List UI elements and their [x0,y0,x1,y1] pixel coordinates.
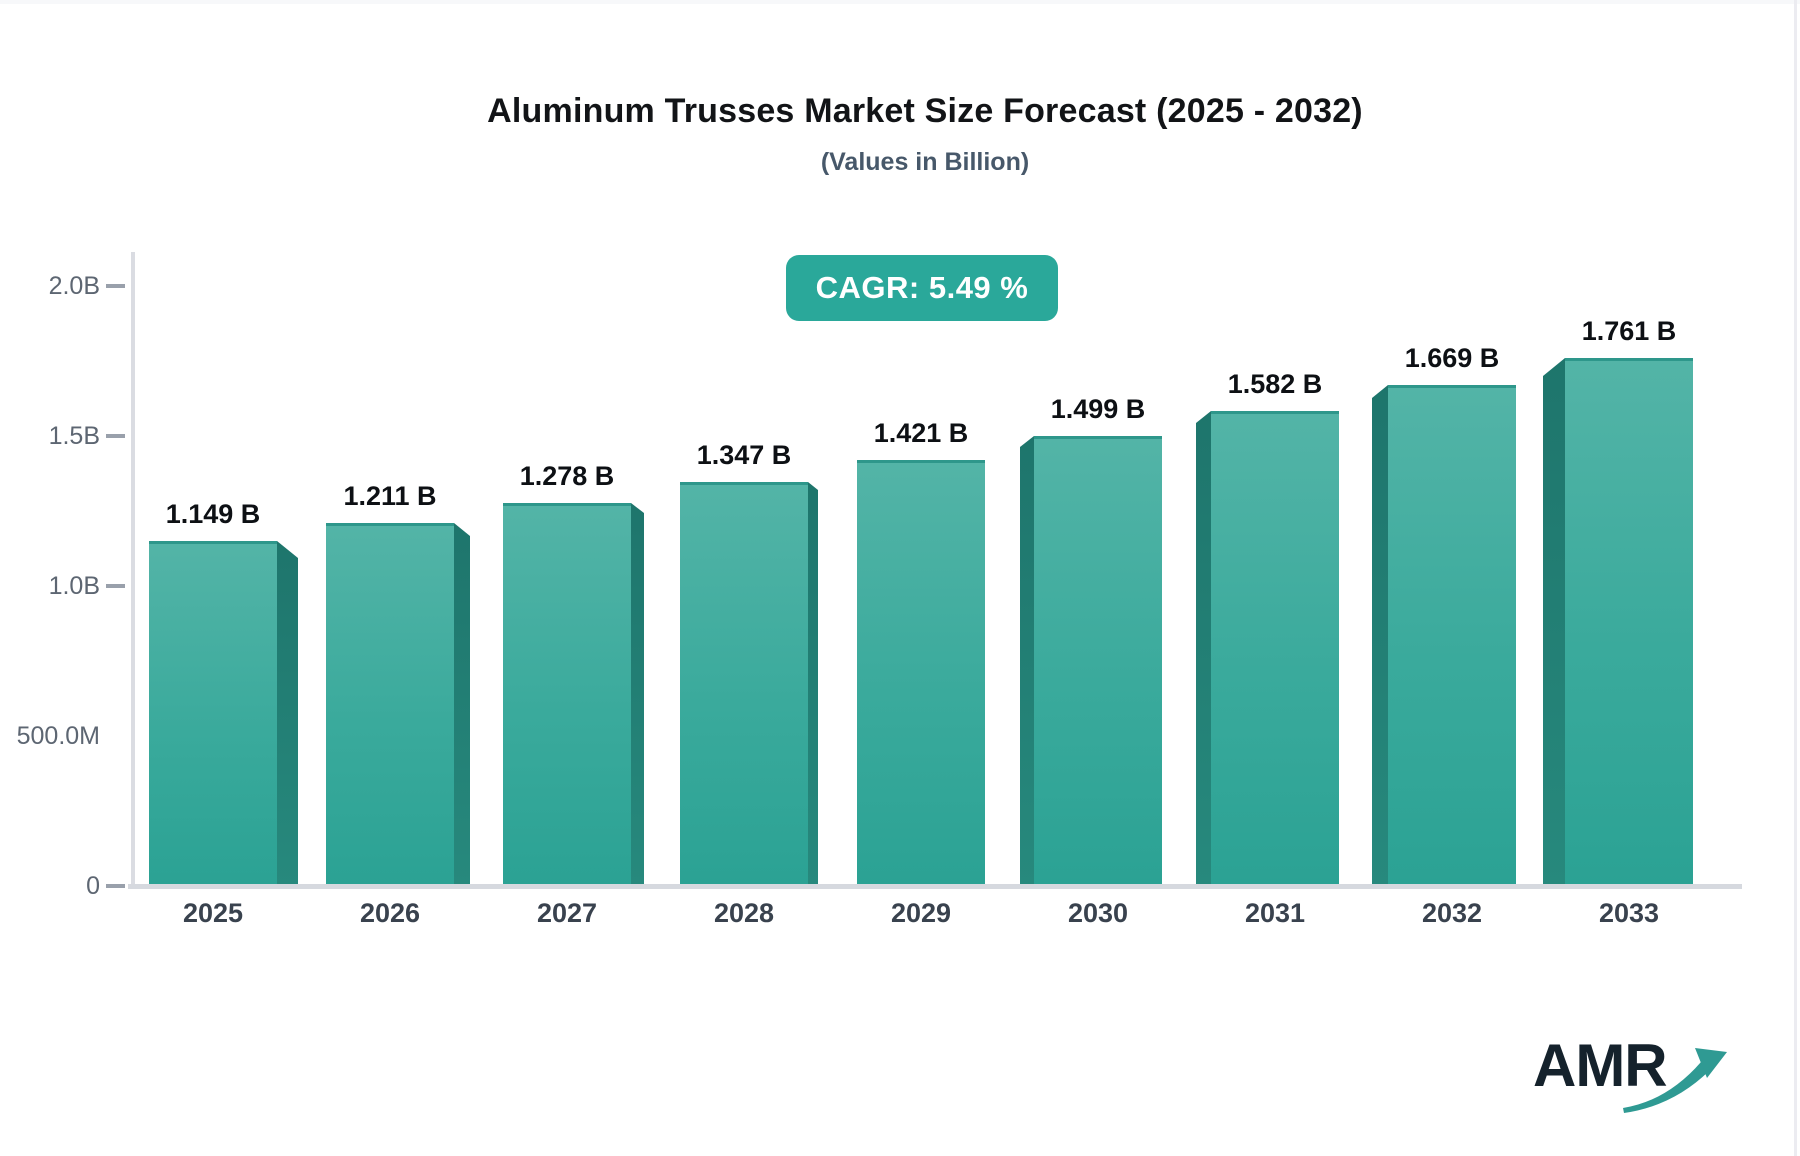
bar-value-label: 1.761 B [1581,316,1677,346]
bar-front-face [680,482,808,884]
x-axis-label-2026: 2026 [359,898,421,928]
y-axis-tick [106,584,125,588]
cagr-badge-label: CAGR: 5.49 % [815,270,1029,305]
x-axis-label-2032: 2032 [1421,898,1483,928]
y-axis-tick [106,884,125,888]
x-axis-label-2031: 2031 [1244,898,1306,928]
cagr-badge: CAGR: 5.49 % [786,255,1058,321]
bar-value-label: 1.149 B [165,499,261,529]
bar-front-face [326,523,454,884]
top-border-strip [0,0,1800,4]
bar-side-face [1372,385,1388,884]
x-axis-label-2028: 2028 [713,898,775,928]
bar-side-face [808,482,818,884]
bar-front-face [1388,385,1516,884]
amr-logo-text: AMR [1533,1032,1668,1099]
bar-front-face [1565,358,1693,884]
y-axis-label-1.5B: 1.5B [48,422,100,450]
bar-value-label: 1.278 B [519,461,615,491]
amr-logo: AMR [1533,1036,1763,1116]
logo-growth-arrow-icon [1623,1048,1727,1113]
page-right-border [1794,0,1797,1156]
bar-side-face [1196,411,1211,884]
y-axis-label-0: 0 [86,872,100,900]
bar-side-face [631,503,644,884]
y-axis [131,252,135,889]
bar-value-label: 1.499 B [1050,394,1146,424]
bar-front-face [503,503,631,884]
chart-subtitle: (Values in Billion) [820,148,1030,176]
bar-value-label: 1.347 B [696,440,792,470]
x-axis-label-2029: 2029 [890,898,952,928]
bar-value-label: 1.421 B [873,418,969,448]
x-axis-label-2027: 2027 [536,898,598,928]
y-axis-label-2.0B: 2.0B [48,272,100,300]
x-axis-line [128,884,1742,889]
bar-front-face [1034,436,1162,884]
y-axis-label-500.0M: 500.0M [16,722,100,750]
bar-side-face [1020,436,1034,884]
y-axis-label-1.0B: 1.0B [48,572,100,600]
x-axis-label-2033: 2033 [1598,898,1660,928]
bar-value-label: 1.669 B [1404,343,1500,373]
bar-side-face [454,523,470,884]
bar-value-label: 1.211 B [343,481,437,511]
bar-side-face [277,541,298,884]
bar-front-face [857,460,985,884]
y-axis-tick [106,284,125,288]
bar-value-label: 1.582 B [1227,369,1323,399]
chart-title: Aluminum Trusses Market Size Forecast (2… [487,92,1363,130]
y-axis-tick [106,434,125,438]
bar-front-face [149,541,277,884]
bar-side-face [1543,358,1565,884]
bar-front-face [1211,411,1339,884]
x-axis-label-2025: 2025 [182,898,244,928]
x-axis-label-2030: 2030 [1067,898,1129,928]
